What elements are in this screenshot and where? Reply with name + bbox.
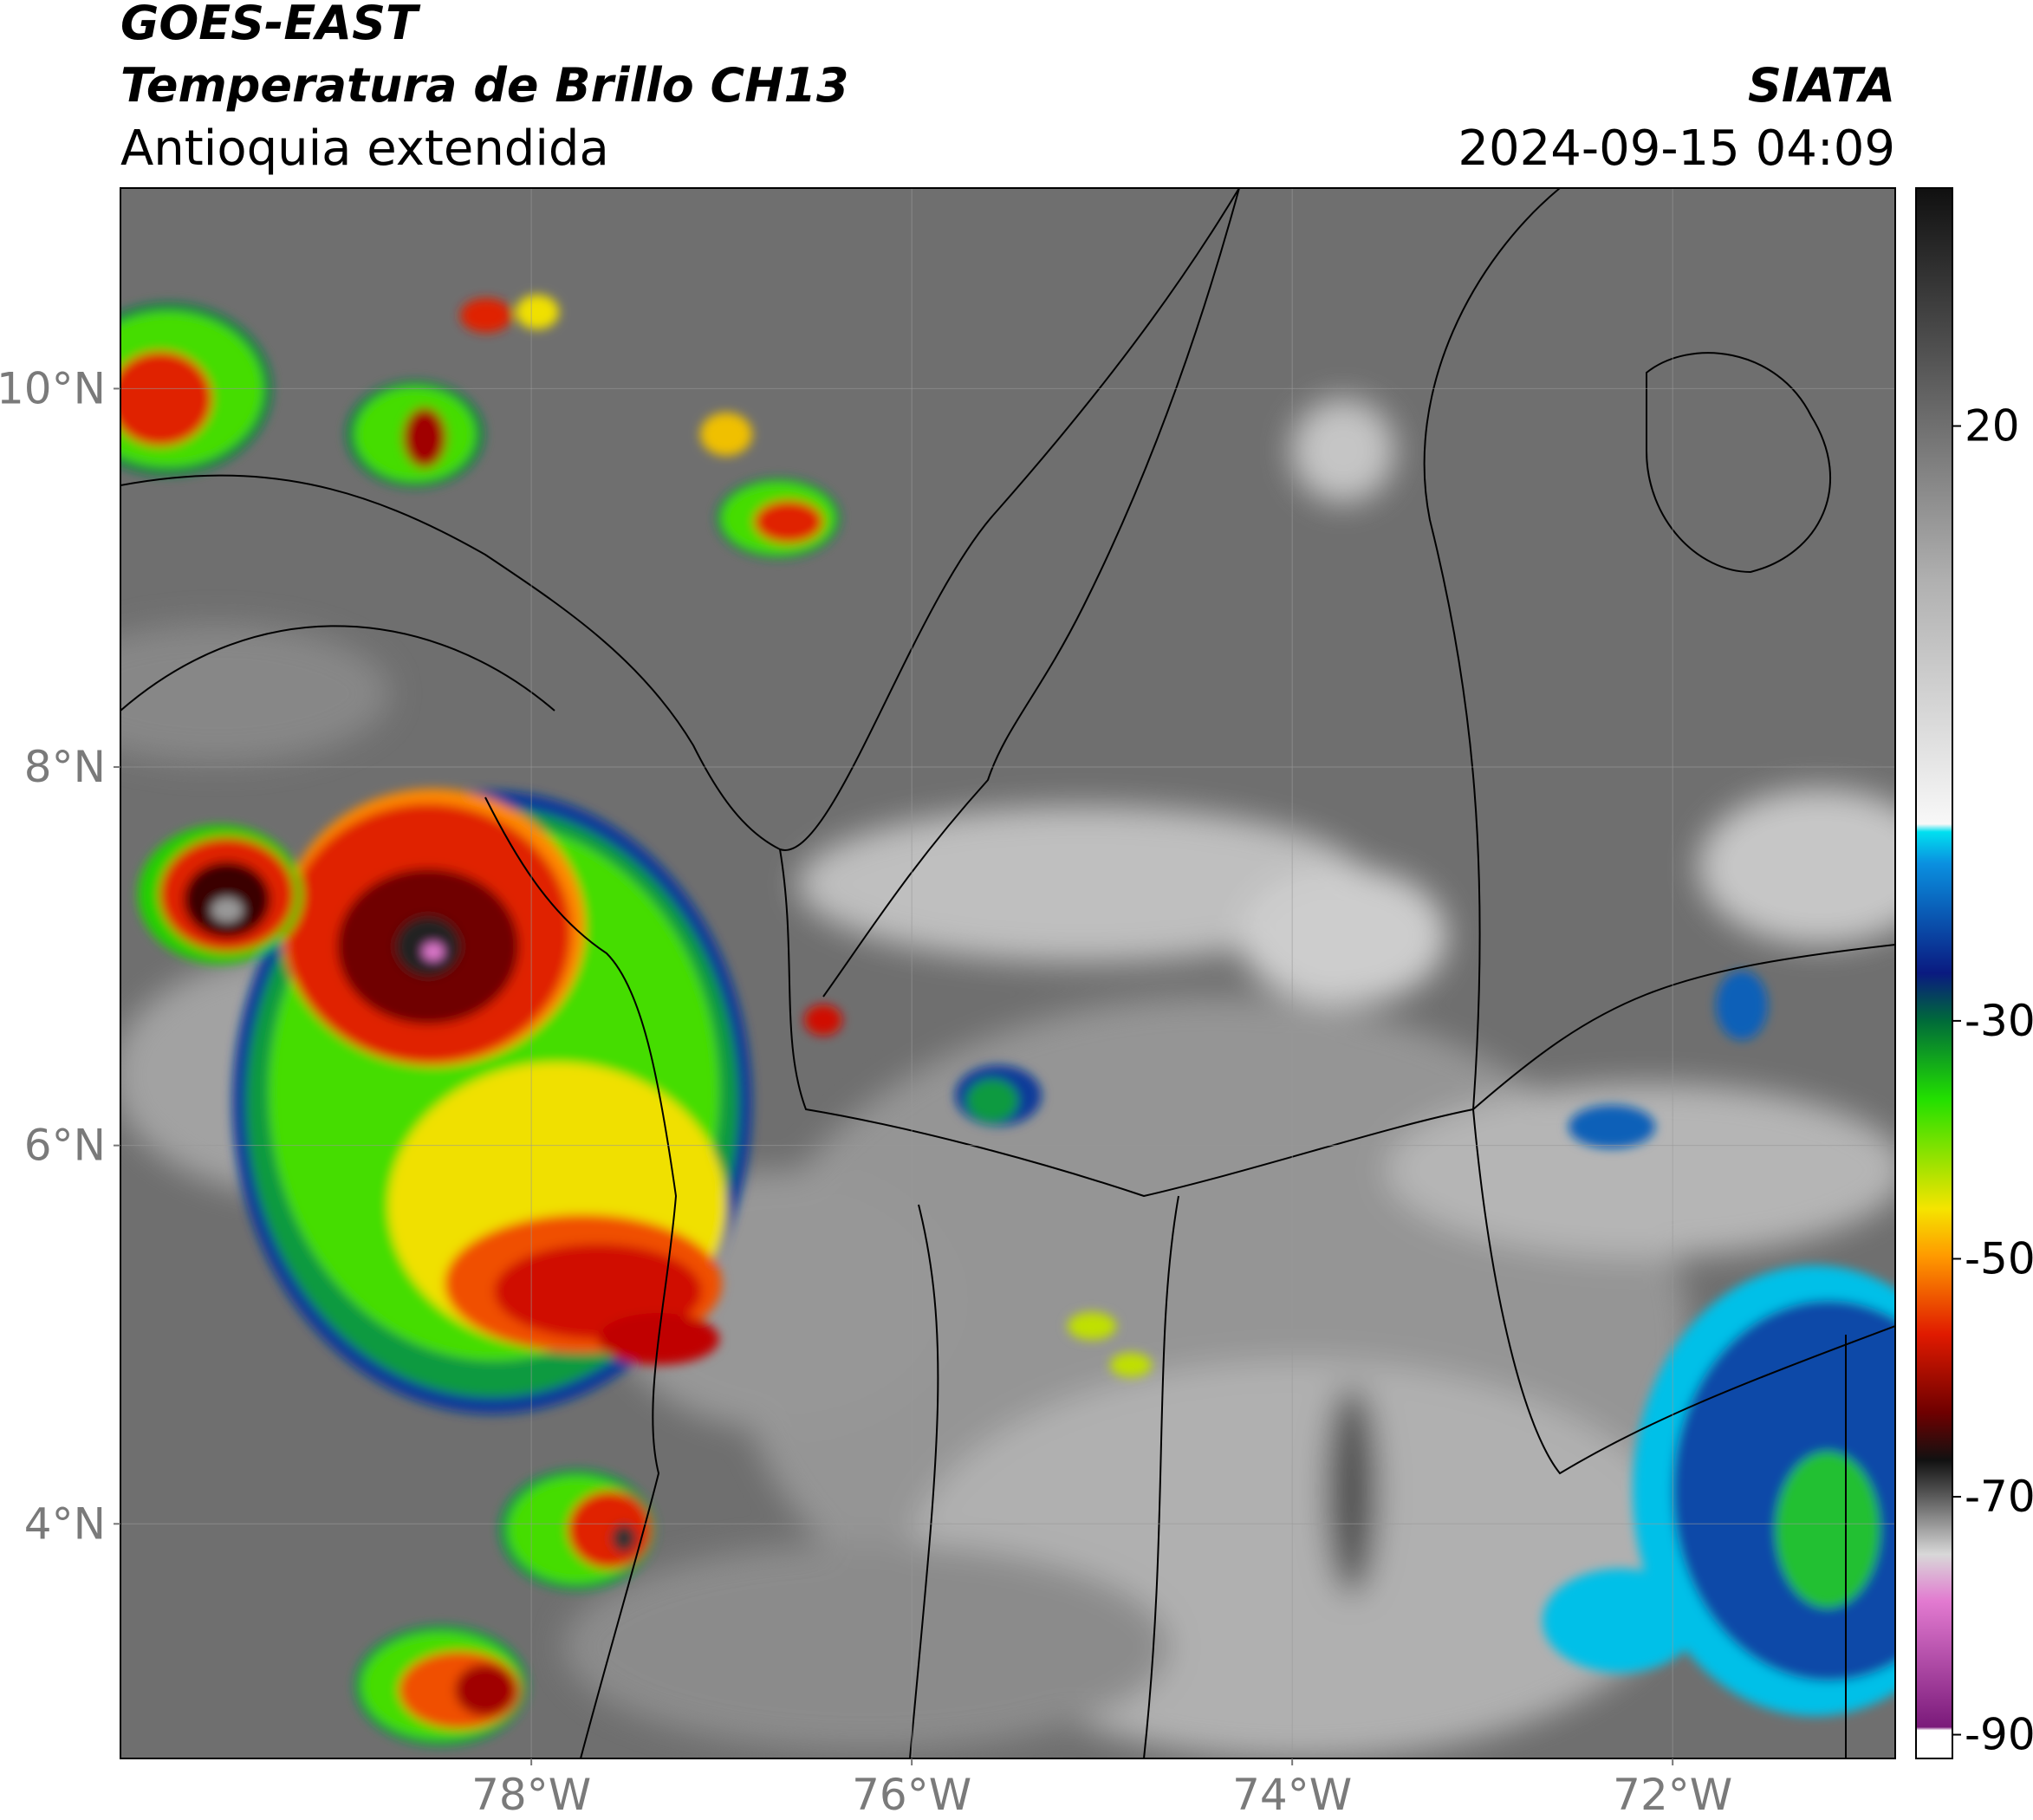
colorbar: [1915, 187, 1953, 1759]
boundaries: [120, 188, 1895, 1758]
region: Antioquia extendida: [120, 120, 609, 177]
colorbar-tick-label: 20: [1965, 401, 2020, 452]
y-tick-label: 4°N: [24, 1498, 106, 1549]
satellite-image: [120, 188, 1895, 1758]
x-tick-label: 78°W: [471, 1770, 591, 1820]
subtitle: Temperatura de Brillo CH13: [120, 58, 849, 113]
map-frame: [120, 187, 1896, 1759]
x-tick-label: 72°W: [1613, 1770, 1732, 1820]
timestamp: 2024-09-15 04:09: [1458, 120, 1895, 177]
colorbar-tick-label: -90: [1965, 1710, 2033, 1760]
y-tick-label: 6°N: [24, 1121, 106, 1171]
title: GOES-EAST: [120, 0, 421, 50]
x-tick-label: 74°W: [1232, 1770, 1352, 1820]
ticks: 78°W 76°W 74°W 72°W 10°N 8°N 6°N 4°N 20 -30 -50 -70…: [0, 363, 2033, 1820]
y-tick-label: 8°N: [24, 742, 106, 792]
y-tick-label: 10°N: [0, 363, 106, 413]
grid: [120, 188, 1895, 1758]
source: SIATA: [1748, 58, 1895, 113]
colorbar-tick-label: -70: [1965, 1472, 2033, 1522]
x-tick-label: 76°W: [852, 1770, 971, 1820]
colorbar-tick-label: -50: [1965, 1233, 2033, 1284]
colorbar-tick-label: -30: [1965, 996, 2033, 1046]
